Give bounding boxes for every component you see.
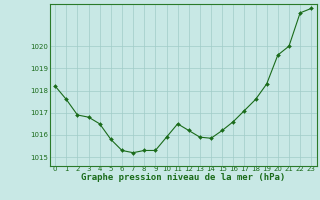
X-axis label: Graphe pression niveau de la mer (hPa): Graphe pression niveau de la mer (hPa) [81,173,285,182]
